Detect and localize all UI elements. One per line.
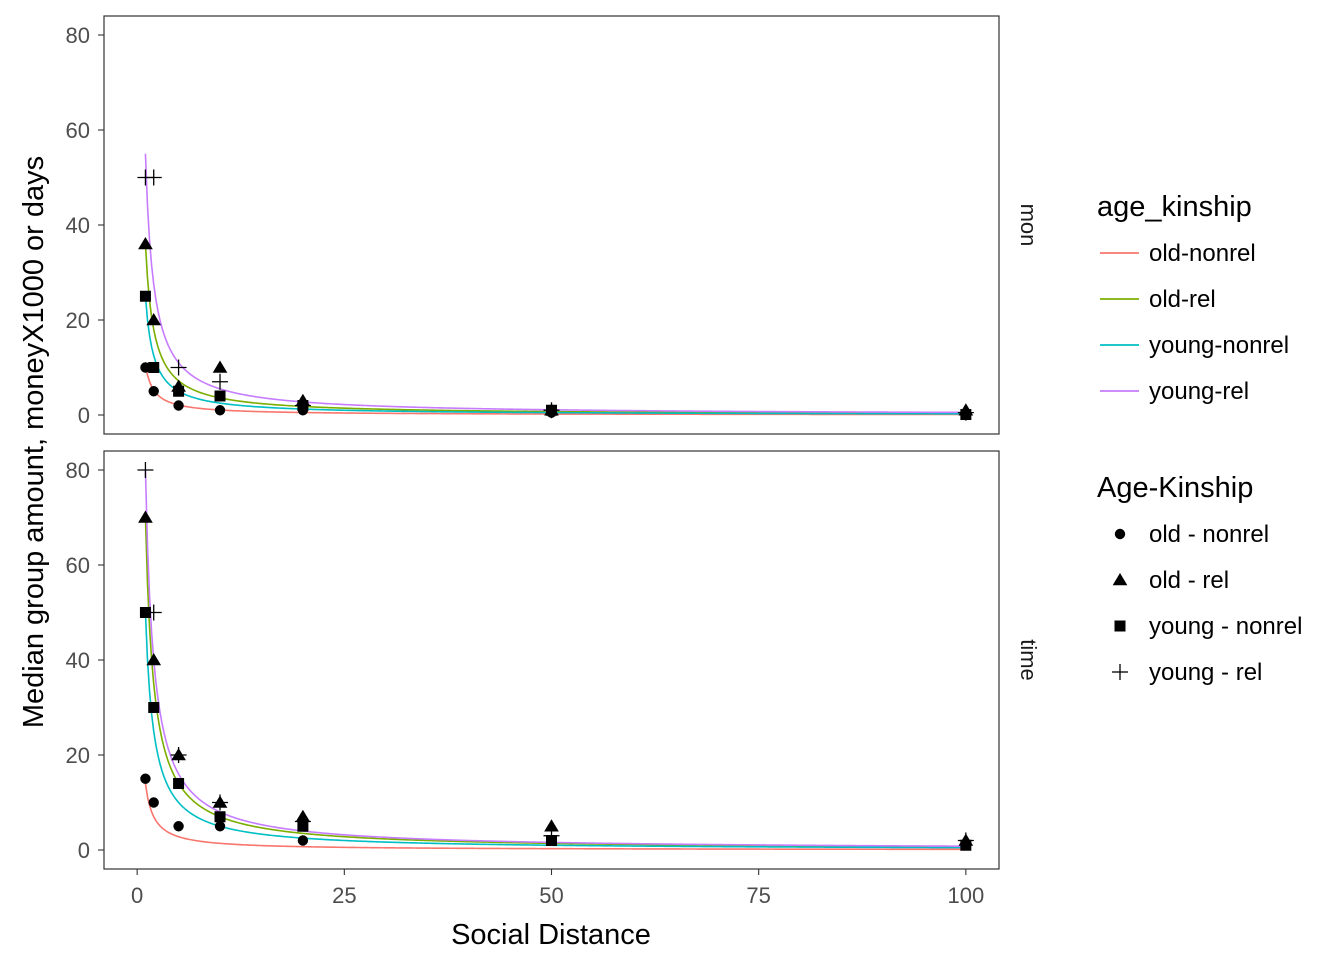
y-tick-label: 60: [66, 118, 90, 143]
point-old-nonrel: [215, 821, 225, 831]
y-tick-label: 40: [66, 648, 90, 673]
x-tick-label: 25: [332, 883, 356, 908]
legend: age_kinship old-nonrel old-rel young-nonrel…: [1097, 191, 1302, 686]
point-young-nonrel: [148, 702, 159, 713]
point-old-nonrel: [140, 774, 150, 784]
y-tick-label: 40: [66, 213, 90, 238]
point-old-nonrel: [173, 400, 183, 410]
y-tick-label: 20: [66, 308, 90, 333]
point-old-nonrel: [149, 797, 159, 807]
point-young-nonrel: [215, 811, 226, 822]
legend-key-young-nonrel: [1115, 621, 1126, 632]
legend-title: age_kinship: [1097, 191, 1252, 223]
legend-label: young - rel: [1149, 659, 1262, 686]
legend-label: young - nonrel: [1149, 613, 1302, 640]
legend-key-old-nonrel: [1115, 529, 1125, 539]
point-old-nonrel: [149, 386, 159, 396]
x-tick-label: 75: [746, 883, 770, 908]
x-tick-label: 50: [539, 883, 563, 908]
x-tick-label: 0: [131, 883, 143, 908]
point-old-nonrel: [215, 405, 225, 415]
legend-label: old-rel: [1149, 286, 1216, 313]
legend-key-old-rel: [1113, 573, 1128, 585]
x-axis-title: Social Distance: [451, 919, 651, 951]
y-tick-label: 80: [66, 23, 90, 48]
panel-mon: 0 20 40 60 80 mon: [66, 16, 1041, 434]
point-young-nonrel: [173, 778, 184, 789]
point-old-nonrel: [173, 821, 183, 831]
legend-line: age_kinship old-nonrel old-rel young-nonrel…: [1097, 191, 1289, 405]
panel-border-mon: [104, 16, 999, 434]
x-axis: 0 25 50 75 100: [131, 869, 984, 908]
panels-layer: 0 20 40 60 80 mon 0 20 40 60 80 time: [66, 16, 1041, 869]
y-tick-label: 20: [66, 743, 90, 768]
legend-key-young-rel: [1112, 664, 1128, 680]
point-young-nonrel: [148, 362, 159, 373]
legend-label: old - nonrel: [1149, 521, 1269, 548]
point-young-nonrel: [173, 386, 184, 397]
panel-border-time: [104, 451, 999, 869]
legend-label: old-nonrel: [1149, 240, 1256, 267]
legend-title: Age-Kinship: [1097, 472, 1253, 504]
panel-time: 0 20 40 60 80 time: [66, 451, 1041, 869]
y-tick-label: 80: [66, 458, 90, 483]
y-axis-title: Median group amount, moneyX1000 or days: [18, 156, 50, 728]
strip-label-time: time: [1016, 639, 1041, 681]
legend-label: young-rel: [1149, 378, 1249, 405]
legend-label: young-nonrel: [1149, 332, 1289, 359]
point-young-nonrel: [140, 291, 151, 302]
strip-label-mon: mon: [1016, 204, 1041, 247]
point-old-nonrel: [298, 835, 308, 845]
y-tick-label: 60: [66, 553, 90, 578]
legend-shape: Age-Kinship old - nonrel old - rel young - …: [1097, 472, 1302, 686]
y-tick-label: 0: [78, 838, 90, 863]
x-tick-label: 100: [947, 883, 984, 908]
point-young-nonrel: [215, 391, 226, 402]
legend-label: old - rel: [1149, 567, 1229, 594]
y-tick-label: 0: [78, 403, 90, 428]
